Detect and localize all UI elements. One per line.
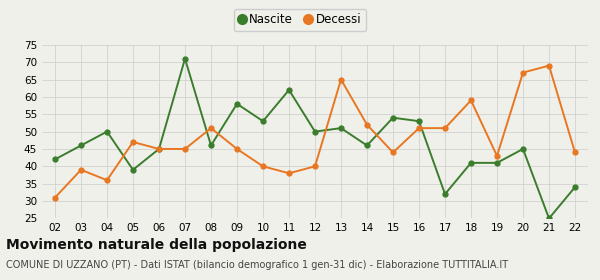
- Decessi: [103, 179, 110, 182]
- Decessi: [389, 151, 397, 154]
- Nascite: [233, 102, 241, 106]
- Nascite: [181, 57, 188, 60]
- Legend: Nascite, Decessi: Nascite, Decessi: [234, 9, 366, 31]
- Decessi: [545, 64, 553, 67]
- Nascite: [259, 120, 266, 123]
- Nascite: [442, 192, 449, 196]
- Decessi: [181, 147, 188, 151]
- Decessi: [52, 196, 59, 199]
- Nascite: [130, 168, 137, 171]
- Nascite: [103, 130, 110, 133]
- Nascite: [52, 158, 59, 161]
- Text: Movimento naturale della popolazione: Movimento naturale della popolazione: [6, 238, 307, 252]
- Nascite: [545, 217, 553, 220]
- Nascite: [364, 144, 371, 147]
- Decessi: [520, 71, 527, 74]
- Nascite: [467, 161, 475, 165]
- Text: COMUNE DI UZZANO (PT) - Dati ISTAT (bilancio demografico 1 gen-31 dic) - Elabora: COMUNE DI UZZANO (PT) - Dati ISTAT (bila…: [6, 260, 508, 270]
- Decessi: [286, 172, 293, 175]
- Nascite: [520, 147, 527, 151]
- Nascite: [155, 147, 163, 151]
- Decessi: [493, 154, 500, 158]
- Decessi: [233, 147, 241, 151]
- Nascite: [337, 127, 344, 130]
- Decessi: [337, 78, 344, 81]
- Decessi: [571, 151, 578, 154]
- Decessi: [415, 127, 422, 130]
- Nascite: [415, 120, 422, 123]
- Nascite: [493, 161, 500, 165]
- Decessi: [364, 123, 371, 126]
- Decessi: [311, 165, 319, 168]
- Decessi: [155, 147, 163, 151]
- Nascite: [571, 185, 578, 189]
- Nascite: [208, 144, 215, 147]
- Nascite: [389, 116, 397, 119]
- Decessi: [130, 140, 137, 144]
- Decessi: [442, 127, 449, 130]
- Line: Nascite: Nascite: [53, 56, 577, 221]
- Nascite: [77, 144, 85, 147]
- Decessi: [259, 165, 266, 168]
- Decessi: [208, 127, 215, 130]
- Decessi: [467, 99, 475, 102]
- Nascite: [311, 130, 319, 133]
- Decessi: [77, 168, 85, 171]
- Line: Decessi: Decessi: [53, 63, 577, 200]
- Nascite: [286, 88, 293, 92]
